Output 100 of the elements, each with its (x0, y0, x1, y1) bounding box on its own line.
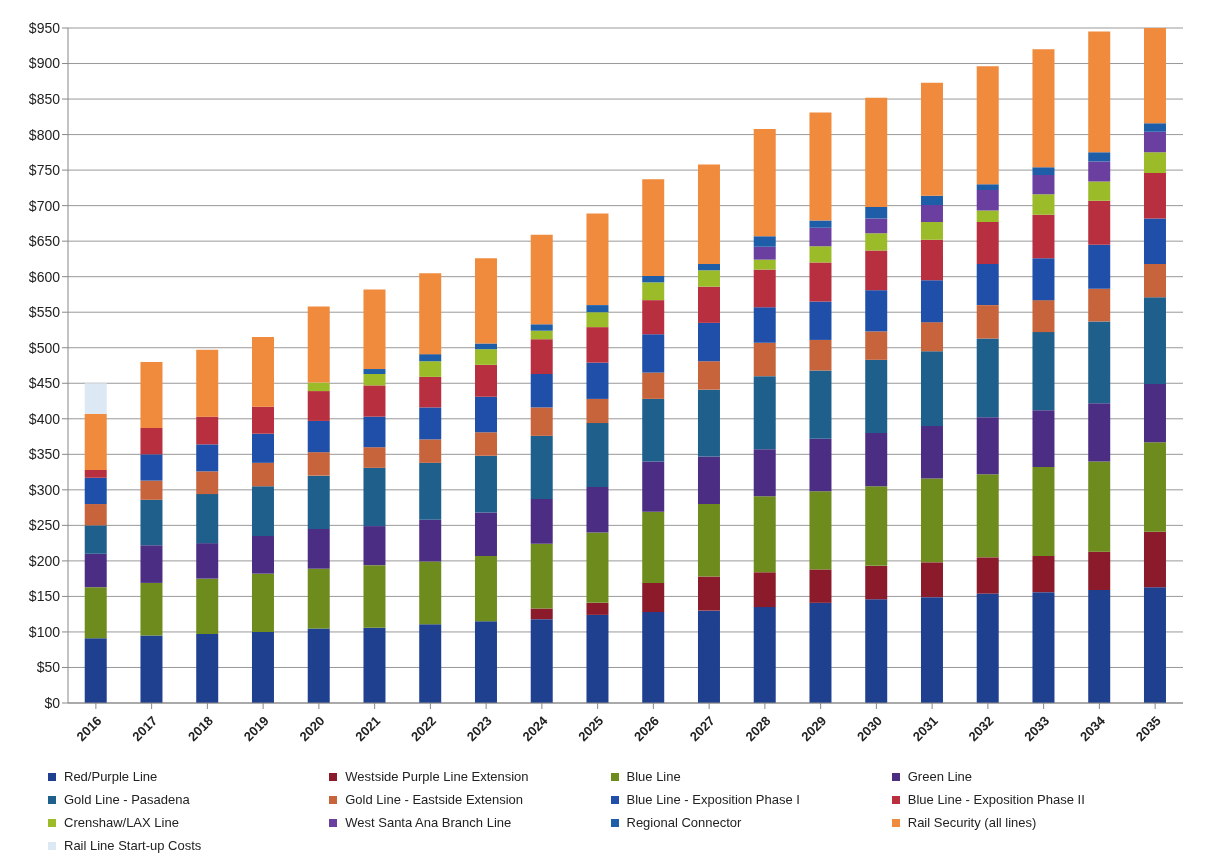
bar (474, 455, 497, 513)
bar (474, 432, 497, 456)
bar (196, 416, 219, 445)
bar (753, 496, 776, 573)
legend-label: Green Line (907, 769, 973, 784)
bar (419, 624, 442, 703)
bar (419, 376, 442, 408)
bar (753, 246, 776, 260)
bar (1032, 258, 1055, 301)
bar (586, 423, 609, 487)
bar (920, 562, 943, 598)
y-tick-label: $150 (28, 588, 61, 605)
bar (1032, 410, 1055, 468)
y-tick-label: $0 (44, 694, 61, 711)
bar (1143, 263, 1166, 298)
bar (697, 456, 720, 505)
bar (865, 218, 888, 234)
bar (920, 195, 943, 205)
bar (976, 557, 999, 594)
bar (196, 578, 219, 635)
bar (976, 417, 999, 475)
bar (1032, 592, 1055, 703)
bar (474, 343, 497, 350)
bar (530, 407, 553, 436)
bar (1032, 49, 1055, 168)
bar (140, 499, 163, 546)
y-tick-label: $850 (28, 91, 61, 108)
bar (307, 420, 330, 453)
bar (976, 305, 999, 339)
y-tick-label: $600 (28, 268, 61, 285)
bar (474, 512, 497, 556)
bar (1032, 167, 1055, 176)
bar (307, 306, 330, 383)
legend-label: Regional Connector (626, 815, 742, 830)
legend-label: Red/Purple Line (64, 769, 158, 784)
bar (530, 608, 553, 620)
bar (697, 504, 720, 577)
bar (140, 545, 163, 583)
bar (865, 290, 888, 332)
bar (642, 511, 665, 583)
bar (140, 635, 163, 703)
bar (307, 528, 330, 569)
y-tick-label: $450 (28, 375, 61, 392)
bar (586, 602, 609, 615)
bar (642, 582, 665, 613)
bar (642, 461, 665, 512)
bar (1032, 175, 1055, 195)
bar (474, 364, 497, 397)
bar (530, 619, 553, 703)
bar (196, 494, 219, 544)
bar (307, 628, 330, 703)
bar (530, 499, 553, 544)
bar (196, 349, 219, 417)
bar (642, 275, 665, 283)
bar (642, 398, 665, 462)
bar (976, 210, 999, 222)
bar (1088, 31, 1111, 153)
bar (84, 413, 107, 470)
bar (363, 374, 386, 386)
bar (865, 565, 888, 600)
bar (419, 273, 442, 355)
bar (697, 610, 720, 703)
bar (474, 258, 497, 344)
bar (586, 327, 609, 363)
bar (976, 593, 999, 703)
bar (307, 568, 330, 629)
bar (976, 184, 999, 190)
bar (920, 280, 943, 323)
bar (251, 486, 274, 537)
bar (307, 382, 330, 392)
bar (697, 164, 720, 264)
y-tick-label: $700 (28, 197, 61, 214)
bar (1088, 590, 1111, 703)
y-tick-label: $300 (28, 481, 61, 498)
y-tick-label: $350 (28, 446, 61, 463)
bar (1143, 531, 1166, 588)
y-tick-label: $950 (28, 19, 61, 36)
bar (419, 519, 442, 562)
bar (1088, 288, 1111, 322)
y-tick-label: $750 (28, 162, 61, 179)
bar (1088, 321, 1111, 404)
legend-label: Gold Line - Eastside Extension (345, 792, 524, 807)
bar (363, 385, 386, 417)
bar (1032, 214, 1055, 259)
bar (363, 416, 386, 448)
bar (530, 330, 553, 340)
bar (865, 433, 888, 487)
bar (140, 428, 163, 455)
y-tick-label: $100 (28, 623, 61, 640)
y-tick-label: $500 (28, 339, 61, 356)
bar (809, 438, 832, 492)
bar (196, 444, 219, 472)
bar (753, 376, 776, 450)
bar (753, 236, 776, 247)
bar (140, 454, 163, 481)
bar (809, 569, 832, 603)
bar (753, 307, 776, 343)
bar (363, 369, 386, 375)
bar (363, 526, 386, 566)
bar (642, 179, 665, 276)
